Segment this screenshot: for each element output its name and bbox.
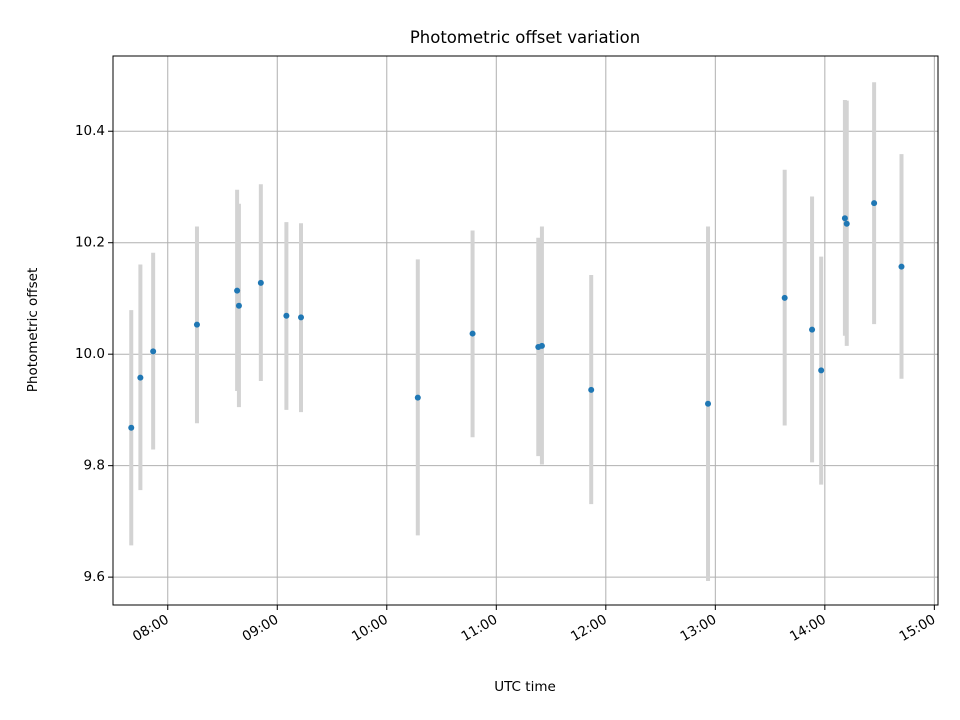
data-point (588, 386, 595, 393)
data-point (257, 279, 264, 286)
data-point (781, 294, 788, 301)
data-point (297, 314, 304, 321)
y-tick-label: 9.6 (84, 569, 105, 585)
data-point (538, 342, 545, 349)
data-point (809, 326, 816, 333)
y-tick-label: 10.0 (75, 346, 105, 362)
plot-frame (112, 55, 939, 606)
data-point (283, 312, 290, 319)
data-point (193, 321, 200, 328)
y-tick-label: 10.2 (75, 235, 105, 251)
data-point (234, 287, 241, 294)
y-axis-label: Photometric offset (25, 268, 41, 392)
chart-title: Photometric offset variation (410, 28, 640, 47)
data-point (235, 302, 242, 309)
x-axis-label: UTC time (494, 679, 556, 695)
data-point (818, 367, 825, 374)
data-point (843, 220, 850, 227)
data-point (898, 263, 905, 270)
data-point (871, 200, 878, 207)
data-point (705, 400, 712, 407)
data-point (137, 374, 144, 381)
y-tick-label: 10.4 (75, 123, 105, 139)
grid (113, 56, 938, 605)
plot-area (113, 56, 938, 605)
data-point (841, 215, 848, 222)
data-point (128, 424, 135, 431)
y-tick-label: 9.8 (84, 458, 105, 474)
data-point (150, 348, 157, 355)
data-point (414, 394, 421, 401)
data-point (469, 330, 476, 337)
data-points (128, 200, 905, 431)
y-axis-ticks: 9.6 9.8 10.0 10.2 10.4 (75, 123, 113, 585)
